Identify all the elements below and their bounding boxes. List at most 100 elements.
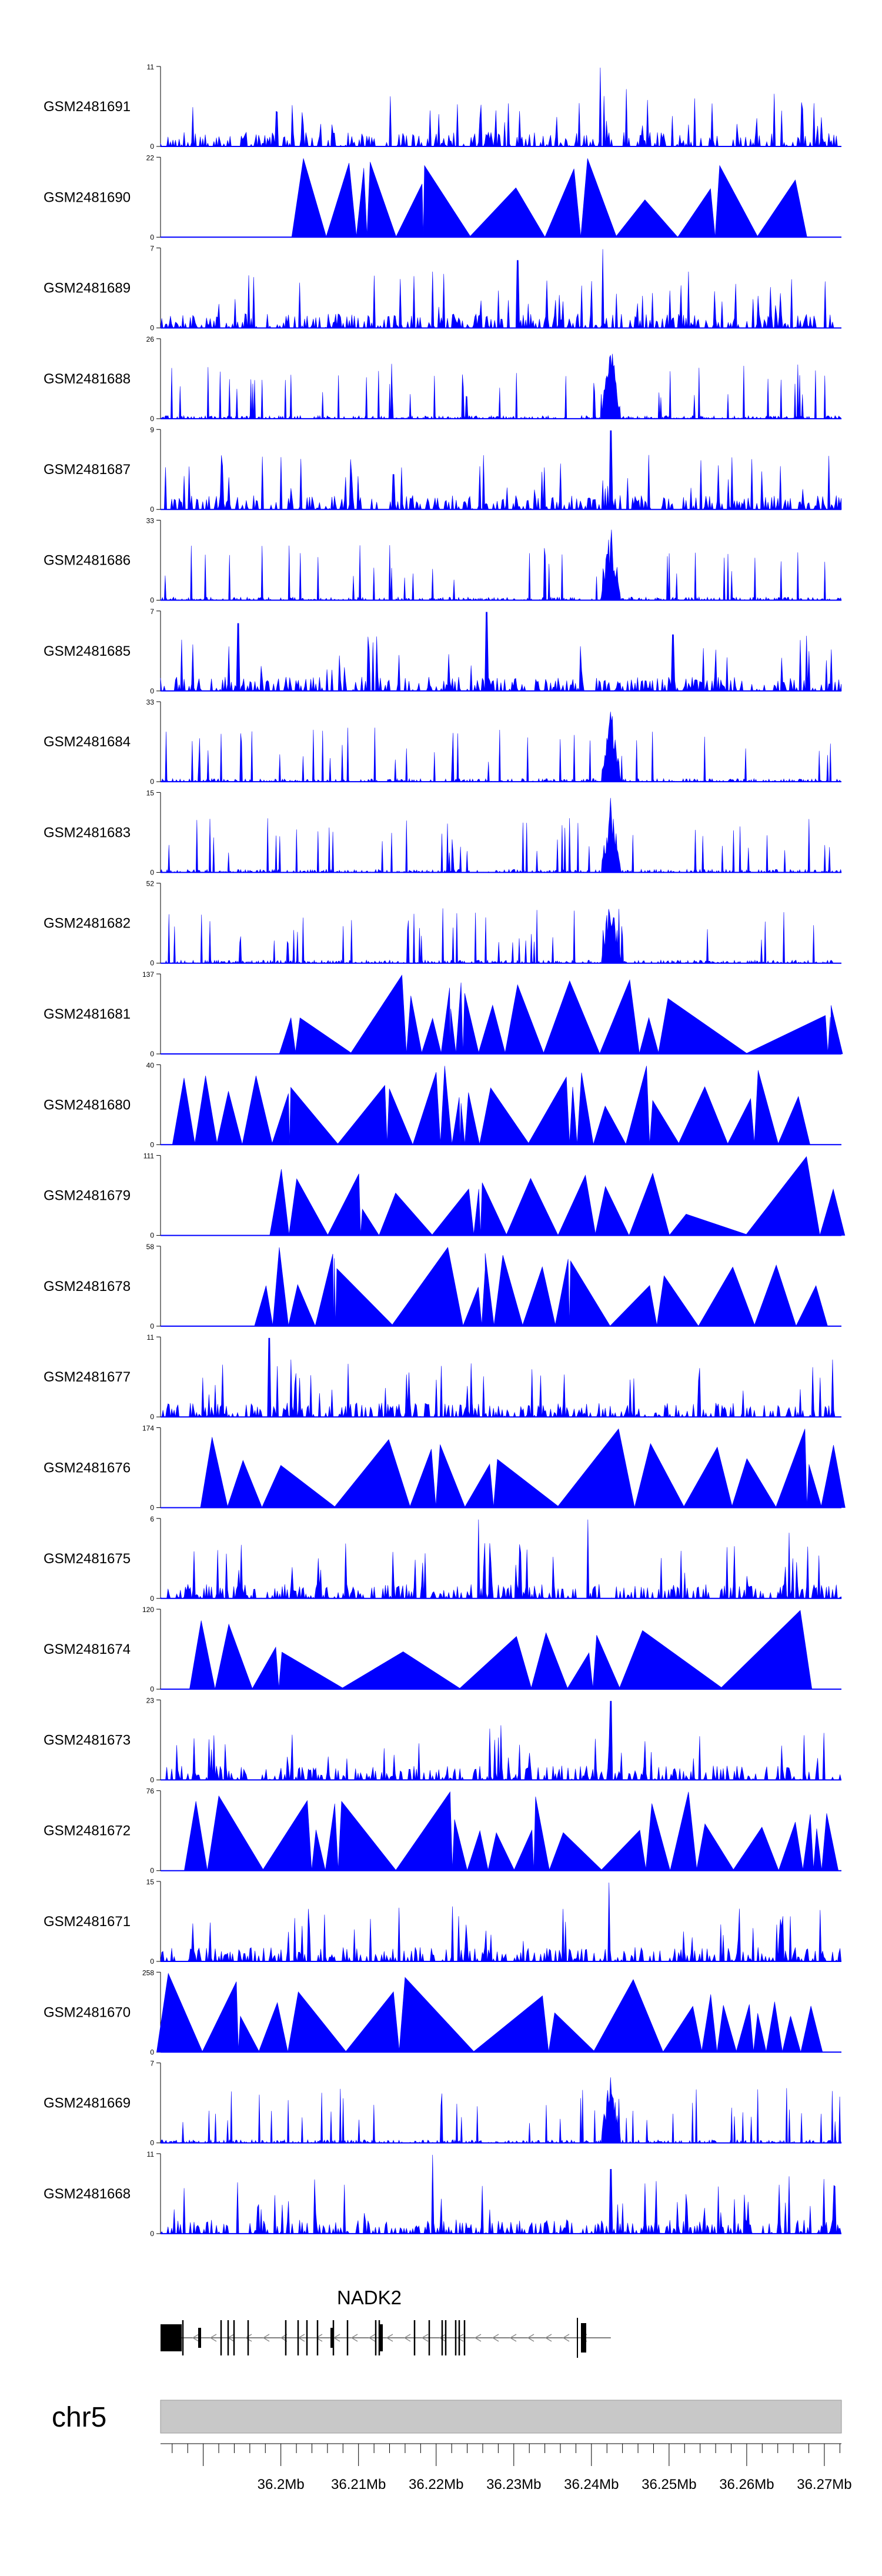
track-label: GSM2481678: [44, 1279, 131, 1294]
track-GSM2481678: GSM2481678 58 0: [44, 1243, 841, 1330]
track-label: GSM2481676: [44, 1460, 131, 1476]
track-label: GSM2481677: [44, 1369, 131, 1385]
signal-area: [160, 798, 842, 873]
track-label: GSM2481675: [44, 1551, 131, 1567]
track-label: GSM2481689: [44, 281, 131, 296]
y-min-label: 0: [150, 233, 154, 241]
strand-arrow: [421, 2334, 429, 2342]
track-label: GSM2481672: [44, 1823, 131, 1839]
axis-tick-label: 36.21Mb: [331, 2477, 386, 2492]
track-label: GSM2481679: [44, 1188, 131, 1204]
strand-arrow: [562, 2334, 570, 2342]
signal-area: [156, 1973, 823, 2053]
y-min-label: 0: [150, 2048, 154, 2056]
signal-area: [269, 1156, 846, 1236]
strand-arrow: [262, 2334, 270, 2342]
strand-arrow: [527, 2334, 534, 2342]
signal-area: [160, 1519, 842, 1599]
axis-tick-label: 36.24Mb: [564, 2477, 619, 2492]
signal-area: [161, 712, 841, 783]
signal-area: [172, 1066, 810, 1146]
y-min-label: 0: [150, 1867, 154, 1875]
track-GSM2481681: GSM2481681 137 0: [44, 970, 843, 1058]
track-label: GSM2481669: [44, 2095, 131, 2111]
coding-exon: [330, 2328, 333, 2348]
track-GSM2481669: GSM2481669 7 0: [44, 2060, 842, 2147]
track-GSM2481671: GSM2481671 15 0: [44, 1878, 841, 1966]
chromosome-band: [160, 2400, 842, 2434]
track-GSM2481689: GSM2481689 7 0: [44, 245, 841, 332]
track-GSM2481687: GSM2481687 9 0: [44, 426, 842, 513]
y-min-label: 0: [150, 1957, 154, 1966]
y-min-label: 0: [150, 687, 154, 695]
y-max-label: 40: [146, 1061, 155, 1069]
strand-arrow: [368, 2334, 376, 2342]
y-max-label: 174: [142, 1424, 154, 1433]
track-GSM2481676: GSM2481676 174 0: [44, 1424, 846, 1512]
y-max-label: 15: [146, 789, 155, 797]
chromosome-ideogram: chr5: [52, 2400, 842, 2434]
signal-area: [160, 353, 842, 420]
strand-arrow: [439, 2334, 446, 2342]
signal-area: [200, 1428, 846, 1508]
signal-area: [189, 1610, 813, 1690]
y-min-label: 0: [150, 324, 154, 332]
axis-tick-label: 36.2Mb: [258, 2477, 305, 2492]
signal-area: [160, 1882, 841, 1963]
signal-area: [160, 249, 841, 329]
track-label: GSM2481681: [44, 1006, 131, 1022]
first-exon: [581, 2323, 586, 2353]
signal-area: [160, 529, 842, 601]
y-max-label: 22: [146, 154, 155, 162]
strand-arrow: [456, 2334, 464, 2342]
axis-tick-label: 36.26Mb: [719, 2477, 774, 2492]
y-max-label: 11: [147, 1333, 155, 1342]
signal-area: [160, 2077, 842, 2144]
y-min-label: 0: [150, 2139, 154, 2147]
y-min-label: 0: [150, 2230, 154, 2238]
track-label: GSM2481674: [44, 1641, 131, 1657]
signal-area: [161, 1337, 841, 1418]
y-max-label: 137: [142, 970, 154, 979]
y-max-label: 23: [146, 1696, 155, 1704]
track-label: GSM2481691: [44, 99, 131, 115]
y-min-label: 0: [150, 868, 154, 876]
track-label: GSM2481683: [44, 825, 131, 840]
signal-tracks: GSM2481691110GSM2481690220GSM248168970GS…: [44, 63, 846, 2238]
y-max-label: 111: [143, 1152, 155, 1160]
strand-arrow: [192, 2334, 199, 2342]
signal-area: [160, 67, 841, 148]
strand-arrow: [509, 2334, 517, 2342]
strand-arrow: [315, 2334, 323, 2342]
y-min-label: 0: [150, 142, 154, 151]
track-label: GSM2481685: [44, 643, 131, 659]
track-GSM2481682: GSM2481682 52 0: [44, 880, 841, 967]
track-label: GSM2481671: [44, 1914, 131, 1930]
y-min-label: 0: [150, 959, 154, 967]
signal-area: [254, 1247, 828, 1327]
signal-area: [161, 1701, 841, 1781]
axis-tick-label: 36.22Mb: [409, 2477, 463, 2492]
strand-arrow: [350, 2334, 358, 2342]
track-label: GSM2481684: [44, 734, 131, 750]
signal-area: [161, 908, 841, 964]
track-GSM2481685: GSM2481685 7 0: [44, 608, 842, 695]
track-label: GSM2481690: [44, 189, 131, 205]
track-label: GSM2481670: [44, 2004, 131, 2020]
y-max-label: 11: [147, 63, 155, 71]
track-GSM2481668: GSM2481668 11 0: [44, 2150, 841, 2238]
strand-arrow: [386, 2334, 393, 2342]
track-GSM2481684: GSM2481684 33 0: [44, 698, 841, 786]
strand-arrow: [403, 2334, 411, 2342]
gene-model-NADK2: NADK2: [161, 2287, 611, 2358]
strand-arrow: [209, 2334, 217, 2342]
strand-arrow: [245, 2334, 252, 2342]
signal-area: [184, 1791, 839, 1871]
track-label: GSM2481687: [44, 462, 131, 478]
coding-exon: [198, 2328, 201, 2348]
signal-area: [160, 612, 842, 692]
track-GSM2481677: GSM2481677 11 0: [44, 1333, 841, 1421]
y-min-label: 0: [150, 1594, 154, 1603]
y-min-label: 0: [150, 1776, 154, 1784]
